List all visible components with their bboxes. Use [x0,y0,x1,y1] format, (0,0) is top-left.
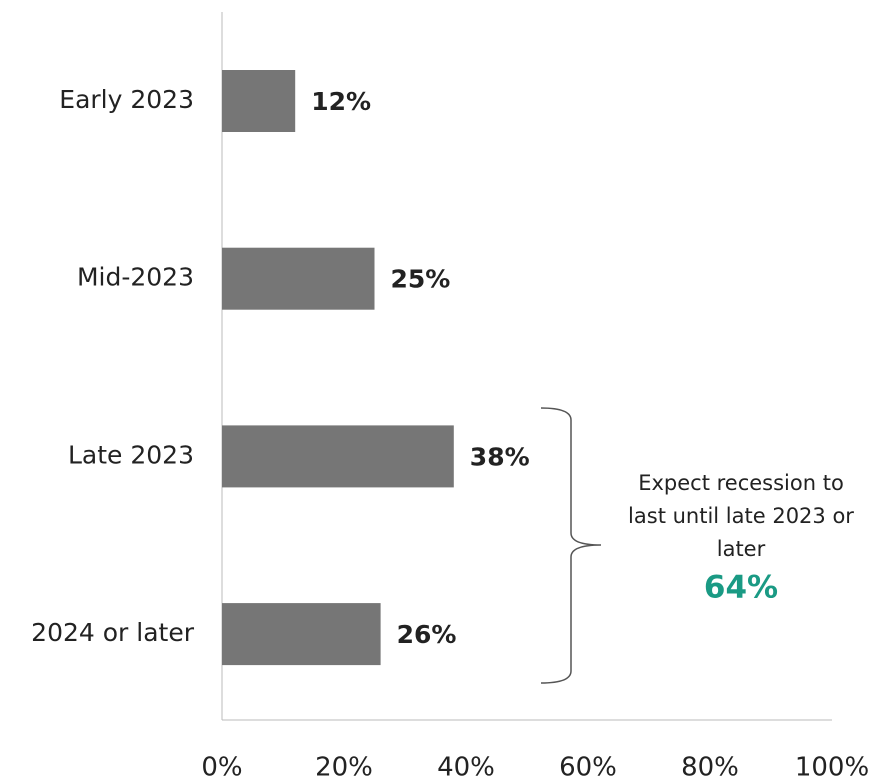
category-label: Late 2023 [68,440,194,469]
annotation-value: 64% [704,570,778,606]
x-tick-label: 40% [437,753,495,781]
category-label: Early 2023 [59,85,194,114]
category-label: Mid-2023 [77,263,194,292]
brace [540,407,602,684]
x-tick-label: 0% [201,753,242,781]
value-label: 38% [470,442,530,471]
bar [222,247,375,310]
annotation-text: last until late 2023 or [628,504,854,528]
bar [222,70,296,132]
x-tick-label: 100% [795,753,869,781]
bar [222,603,381,666]
value-label: 26% [397,620,457,649]
bar [222,425,454,488]
x-tick-label: 80% [681,753,739,781]
value-label: 12% [311,87,371,116]
x-tick-label: 60% [559,753,617,781]
value-label: 25% [391,265,451,294]
annotation-text: later [717,537,766,561]
annotation-text: Expect recession to [638,471,844,495]
category-label: 2024 or later [31,618,195,647]
x-tick-label: 20% [315,753,373,781]
